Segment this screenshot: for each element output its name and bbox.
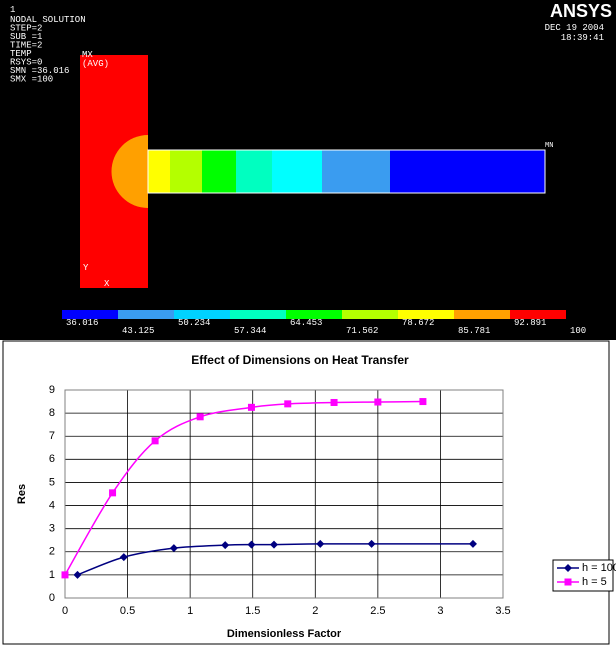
legend-label: 92.891 — [514, 318, 546, 328]
band — [202, 150, 236, 193]
axis-y: Y — [83, 263, 89, 273]
y-tick-label: 4 — [49, 499, 55, 511]
x-tick-label: 0.5 — [120, 605, 135, 617]
info-line: SMX =100 — [10, 75, 53, 85]
marker — [248, 404, 255, 411]
legend-label: h = 100 — [582, 562, 616, 574]
band — [236, 150, 272, 193]
legend-label: 100 — [570, 326, 586, 336]
marker — [284, 400, 291, 407]
y-tick-label: 9 — [49, 384, 55, 396]
band — [322, 150, 390, 193]
frame-number: 1 — [10, 5, 15, 15]
legend-label: h = 5 — [582, 576, 607, 588]
legend-label: 64.453 — [290, 318, 322, 328]
chart-frame — [3, 341, 609, 644]
date: DEC 19 2004 — [545, 23, 604, 33]
chart: Effect of Dimensions on Heat Transfer Di… — [0, 340, 616, 646]
x-tick-label: 2.5 — [370, 605, 385, 617]
marker — [331, 399, 338, 406]
chart-title: Effect of Dimensions on Heat Transfer — [191, 353, 409, 367]
legend-swatch — [118, 310, 174, 319]
x-tick-label: 2 — [312, 605, 318, 617]
avg-label: (AVG) — [82, 59, 109, 69]
band — [148, 150, 170, 193]
marker — [109, 489, 116, 496]
marker — [374, 399, 381, 406]
axis-x: X — [104, 279, 110, 289]
legend-swatch — [230, 310, 286, 319]
page: {"ansys": {"frame_number": "1", "info_li… — [0, 0, 616, 646]
y-tick-label: 6 — [49, 453, 55, 465]
band — [170, 150, 202, 193]
y-tick-label: 7 — [49, 430, 55, 442]
x-tick-label: 1 — [187, 605, 193, 617]
marker — [197, 413, 204, 420]
y-axis-title: Res — [16, 484, 28, 504]
fea-screenshot: 1 MX (AVG) MN Y X ANSYS DEC 19 2004 18:3… — [0, 0, 616, 340]
marker — [419, 398, 426, 405]
y-tick-label: 2 — [49, 546, 55, 558]
legend-label: 50.234 — [178, 318, 210, 328]
y-tick-label: 1 — [49, 569, 55, 581]
legend-label: 78.672 — [402, 318, 434, 328]
logo: ANSYS — [550, 1, 612, 21]
x-axis-title: Dimensionless Factor — [227, 628, 342, 640]
time: 18:39:41 — [561, 33, 604, 43]
legend-label: 85.781 — [458, 326, 490, 336]
marker — [62, 571, 69, 578]
marker — [152, 437, 159, 444]
band — [390, 150, 545, 193]
y-tick-label: 8 — [49, 407, 55, 419]
x-tick-label: 0 — [62, 605, 68, 617]
marker — [565, 579, 572, 586]
y-tick-label: 0 — [49, 592, 55, 604]
legend-swatch — [454, 310, 510, 319]
x-tick-label: 3 — [437, 605, 443, 617]
legend-label: 43.125 — [122, 326, 154, 336]
mn-label: MN — [545, 142, 553, 150]
x-tick-label: 3.5 — [495, 605, 510, 617]
legend-label: 71.562 — [346, 326, 378, 336]
legend-label: 57.344 — [234, 326, 266, 336]
x-tick-label: 1.5 — [245, 605, 260, 617]
legend-swatch — [342, 310, 398, 319]
band — [272, 150, 322, 193]
y-tick-label: 3 — [49, 523, 55, 535]
y-tick-label: 5 — [49, 476, 55, 488]
legend-label: 36.016 — [66, 318, 98, 328]
